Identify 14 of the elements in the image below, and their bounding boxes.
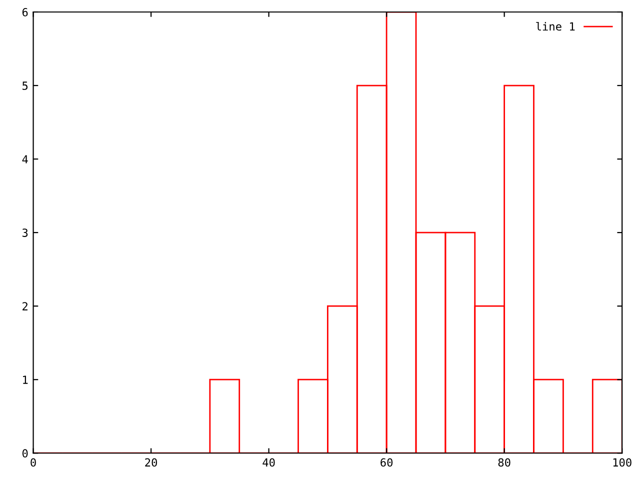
x-tick-label: 60 bbox=[380, 458, 393, 467]
x-tick-label: 40 bbox=[262, 458, 275, 467]
x-tick-label: 80 bbox=[498, 458, 510, 467]
x-tick-label: 100 bbox=[613, 458, 632, 467]
y-tick-label: 4 bbox=[22, 155, 28, 164]
y-tick-label: 3 bbox=[22, 228, 28, 237]
x-tick-label: 20 bbox=[145, 458, 158, 467]
y-tick-label: 2 bbox=[22, 302, 28, 310]
x-tick-label: 0 bbox=[30, 458, 36, 467]
legend-label: line 1 bbox=[536, 22, 575, 31]
y-tick-label: 1 bbox=[23, 376, 28, 384]
y-tick-label: 5 bbox=[22, 82, 28, 90]
y-tick-label: 6 bbox=[22, 8, 28, 16]
y-tick-label: 0 bbox=[22, 449, 28, 458]
